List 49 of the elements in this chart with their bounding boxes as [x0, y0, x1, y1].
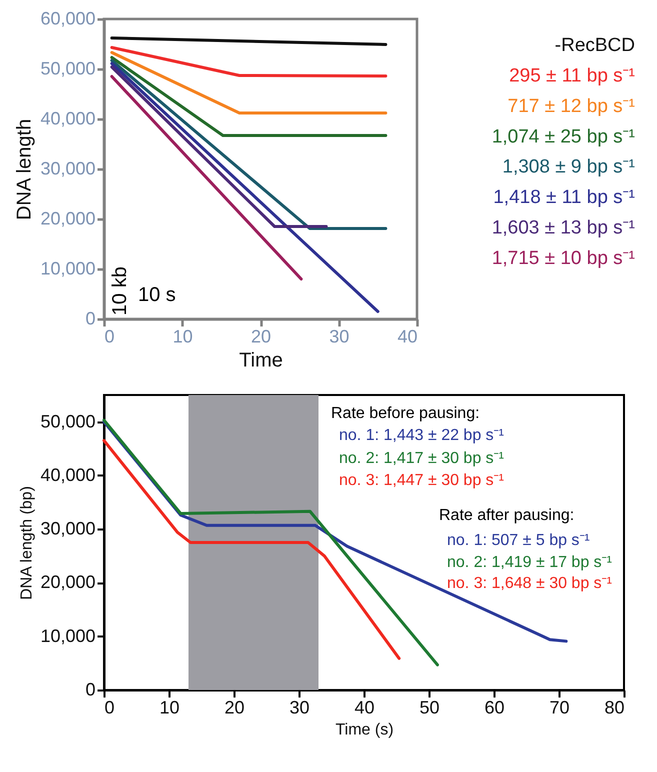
annotation: 10 kb: [109, 266, 131, 316]
x-tick-label: 20: [250, 326, 272, 346]
x-axis-title: Time (s): [335, 722, 394, 738]
y-tick-label: 60,000: [40, 8, 96, 28]
y-tick-label: 10,000: [40, 258, 96, 278]
x-tick-label: 40: [397, 326, 418, 346]
text: -RecBCD: [554, 34, 635, 56]
x-tick-label: 0: [104, 698, 115, 718]
annotation: 10 s: [138, 284, 176, 306]
x-tick-label: 20: [224, 698, 245, 718]
y-tick-label: 20,000: [40, 572, 96, 592]
text: 1,308 ± 9 bp s⁻¹: [502, 156, 635, 178]
x-tick-label: 50: [419, 698, 440, 718]
text: 1,074 ± 25 bp s⁻¹: [492, 126, 635, 148]
y-tick-label: 40,000: [40, 108, 96, 128]
annotation: Rate after pausing:: [439, 507, 574, 524]
text: 295 ± 11 bp s⁻¹: [509, 65, 635, 86]
x-axis-title: Time: [239, 350, 283, 372]
x-tick-label: 30: [289, 698, 310, 718]
x-tick-label: 40: [354, 698, 375, 718]
text: 1,603 ± 13 bp s⁻¹: [492, 218, 635, 239]
x-tick-label: 60: [484, 698, 505, 718]
y-tick-label: 40,000: [40, 464, 96, 485]
text: 1,715 ± 10 bp s⁻¹: [492, 248, 635, 270]
annotation: no. 2: 1,419 ± 17 bp s⁻¹: [447, 554, 612, 571]
text: 717 ± 12 bp s⁻¹: [508, 96, 635, 117]
annotation: no. 2: 1,417 ± 30 bp s⁻¹: [339, 450, 504, 467]
x-tick-label: 30: [329, 326, 350, 346]
y-axis-title: DNA length (bp): [18, 486, 36, 600]
annotation: no. 3: 1,648 ± 30 bp s⁻¹: [447, 575, 612, 592]
y-tick-label: 30,000: [40, 158, 96, 178]
annotation: no. 1: 507 ± 5 bp s⁻¹: [447, 532, 590, 549]
y-tick-label: 50,000: [40, 411, 96, 432]
x-tick-label: 10: [172, 326, 193, 346]
x-tick-label: 10: [159, 698, 180, 718]
y-tick-label: 0: [85, 680, 96, 700]
y-tick-label: 10,000: [40, 626, 96, 646]
x-tick-label: 0: [104, 326, 115, 346]
y-axis-title: DNA length: [13, 118, 36, 220]
text: 1,418 ± 11 bp s⁻¹: [493, 187, 635, 208]
y-tick-label: 50,000: [40, 58, 96, 78]
x-tick-label: 70: [549, 698, 570, 718]
annotation: no. 1: 1,443 ± 22 bp s⁻¹: [339, 427, 504, 444]
y-tick-label: 0: [85, 308, 96, 328]
y-tick-label: 30,000: [40, 518, 96, 539]
annotation: no. 3: 1,447 ± 30 bp s⁻¹: [339, 472, 504, 489]
annotation: Rate before pausing:: [331, 405, 480, 422]
x-tick-label: 80: [604, 698, 624, 718]
y-tick-label: 20,000: [40, 208, 96, 228]
